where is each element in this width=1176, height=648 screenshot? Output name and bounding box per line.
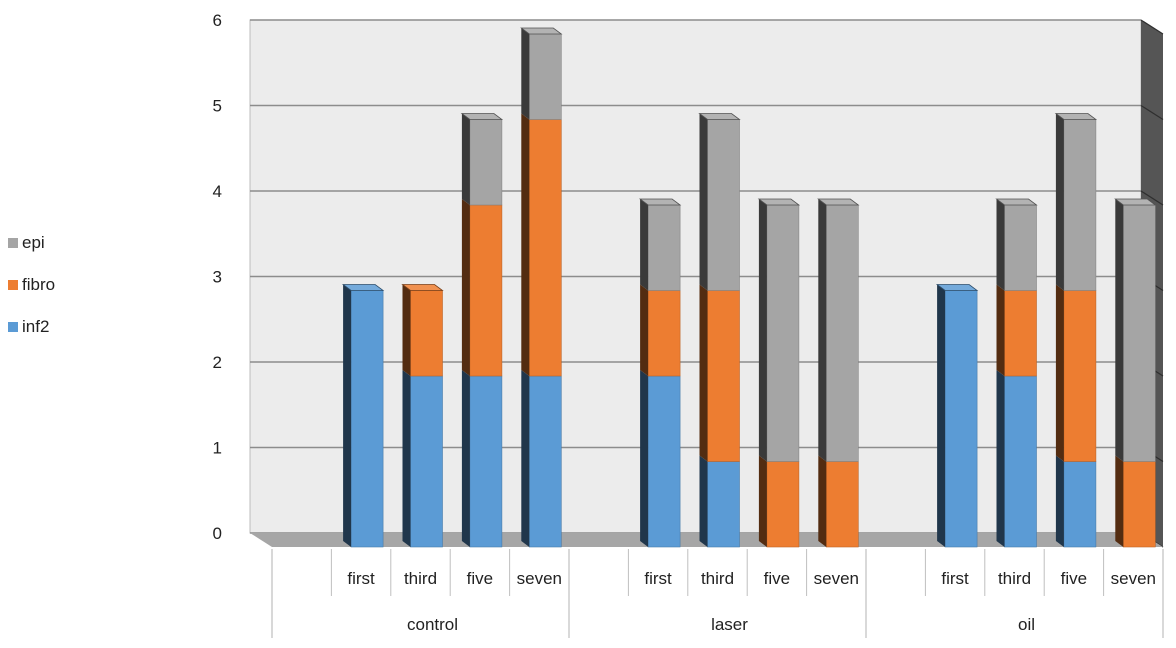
bar-oil-five-epi	[1055, 113, 1097, 291]
y-tick-label: 3	[213, 268, 222, 287]
y-axis-ticks: 0 1 2 3 4 5 6	[213, 11, 222, 543]
legend-item-fibro: fibro	[8, 264, 55, 306]
gridline-side	[1140, 190, 1164, 206]
gridline-side	[1140, 104, 1164, 121]
x-tick-label: first	[941, 569, 969, 588]
y-tick-label: 1	[213, 439, 222, 458]
legend: epi fibro inf2	[8, 222, 55, 348]
x-tick-label: seven	[1111, 569, 1156, 588]
bar-top-control-seven	[520, 27, 563, 35]
bar-control-five-epi	[461, 113, 503, 206]
bar-control-first-inf2	[343, 284, 384, 548]
x-tick-label: first	[644, 569, 672, 588]
bars	[341, 27, 1157, 548]
x-tick-label: third	[701, 569, 734, 588]
bar-oil-five-fibro	[1055, 284, 1097, 462]
bar-top-control-third	[401, 284, 444, 291]
bar-laser-first-inf2	[640, 370, 681, 548]
y-tick-label: 2	[213, 353, 222, 372]
bar-top-oil-seven	[1114, 198, 1157, 206]
bar-top-laser-first	[638, 198, 682, 206]
bar-laser-first-fibro	[640, 284, 681, 377]
bar-top-control-first	[341, 284, 385, 291]
bar-top-laser-seven	[817, 198, 860, 206]
bar-laser-five-fibro	[758, 455, 800, 548]
bar-control-seven-epi	[521, 28, 562, 120]
bar-oil-third-fibro	[996, 284, 1037, 377]
x-axis: first third five seven control first third five…	[271, 549, 1164, 638]
y-tick-label: 0	[213, 524, 222, 543]
x-tick-label: five	[764, 569, 790, 588]
legend-swatch	[8, 238, 18, 248]
bar-oil-five-inf2	[1055, 455, 1097, 548]
legend-swatch	[8, 280, 18, 290]
legend-label: fibro	[22, 275, 56, 294]
bar-control-five-inf2	[461, 370, 503, 548]
x-tick-label: first	[347, 569, 375, 588]
bar-top-oil-first	[935, 284, 979, 291]
x-tick-label: third	[998, 569, 1031, 588]
bar-laser-first-epi	[640, 199, 681, 291]
bar-laser-third-fibro	[699, 284, 740, 462]
bar-laser-seven-epi	[818, 199, 859, 462]
bar-laser-seven-fibro	[818, 455, 859, 548]
bar-top-control-five	[460, 113, 504, 120]
bar-control-third-inf2	[402, 370, 443, 548]
x-tick-label: seven	[814, 569, 859, 588]
bar-laser-third-inf2	[699, 455, 740, 548]
x-tick-label: third	[404, 569, 437, 588]
x-group-label: laser	[711, 615, 748, 634]
y-tick-label: 5	[213, 97, 222, 116]
x-tick-label: seven	[517, 569, 562, 588]
bar-laser-five-epi	[758, 199, 800, 462]
bar-oil-seven-fibro	[1115, 455, 1156, 548]
bar-oil-seven-epi	[1115, 199, 1156, 462]
x-tick-label: five	[1061, 569, 1087, 588]
legend-item-epi: epi	[8, 222, 55, 264]
legend-label: epi	[22, 233, 45, 252]
bar-oil-third-epi	[996, 199, 1037, 291]
bar-control-five-fibro	[461, 199, 503, 377]
legend-item-inf2: inf2	[8, 306, 55, 348]
y-tick-label: 4	[213, 182, 222, 201]
gridline-side	[1140, 19, 1164, 35]
bar-oil-first-inf2	[937, 284, 978, 548]
bar-control-seven-inf2	[521, 370, 562, 548]
bar-control-seven-fibro	[521, 113, 562, 377]
bar-top-oil-five	[1054, 113, 1098, 120]
bar-top-oil-third	[995, 198, 1038, 206]
bar-control-third-fibro	[402, 284, 443, 377]
x-group-label: oil	[1018, 615, 1035, 634]
bar-oil-third-inf2	[996, 370, 1037, 548]
bar-laser-third-epi	[699, 113, 740, 291]
bar-top-laser-third	[698, 113, 741, 120]
x-tick-label: five	[467, 569, 493, 588]
legend-swatch	[8, 322, 18, 332]
y-tick-label: 6	[213, 11, 222, 30]
legend-label: inf2	[22, 317, 50, 336]
bar-top-laser-five	[757, 198, 801, 206]
x-group-label: control	[407, 615, 458, 634]
